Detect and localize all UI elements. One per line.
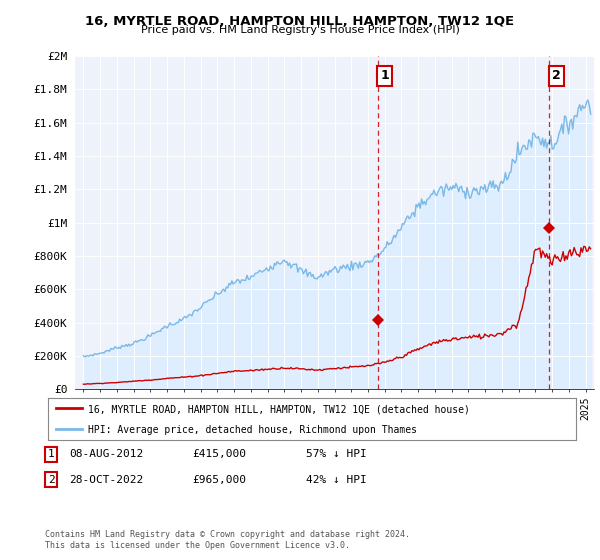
Text: Contains HM Land Registry data © Crown copyright and database right 2024.: Contains HM Land Registry data © Crown c… [45,530,410,539]
Text: 16, MYRTLE ROAD, HAMPTON HILL, HAMPTON, TW12 1QE (detached house): 16, MYRTLE ROAD, HAMPTON HILL, HAMPTON, … [88,404,469,414]
Text: Price paid vs. HM Land Registry's House Price Index (HPI): Price paid vs. HM Land Registry's House … [140,25,460,35]
Text: 2: 2 [47,475,55,485]
Text: 2: 2 [552,69,560,82]
Text: 28-OCT-2022: 28-OCT-2022 [69,475,143,485]
Text: 16, MYRTLE ROAD, HAMPTON HILL, HAMPTON, TW12 1QE: 16, MYRTLE ROAD, HAMPTON HILL, HAMPTON, … [85,15,515,27]
Text: £965,000: £965,000 [192,475,246,485]
Text: £415,000: £415,000 [192,449,246,459]
Text: This data is licensed under the Open Government Licence v3.0.: This data is licensed under the Open Gov… [45,541,350,550]
Text: 57% ↓ HPI: 57% ↓ HPI [306,449,367,459]
Text: 42% ↓ HPI: 42% ↓ HPI [306,475,367,485]
Text: 1: 1 [47,449,55,459]
Text: HPI: Average price, detached house, Richmond upon Thames: HPI: Average price, detached house, Rich… [88,426,416,435]
Text: 1: 1 [380,69,389,82]
Text: 08-AUG-2012: 08-AUG-2012 [69,449,143,459]
